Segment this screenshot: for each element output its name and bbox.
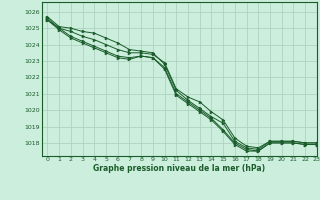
X-axis label: Graphe pression niveau de la mer (hPa): Graphe pression niveau de la mer (hPa): [93, 164, 265, 173]
